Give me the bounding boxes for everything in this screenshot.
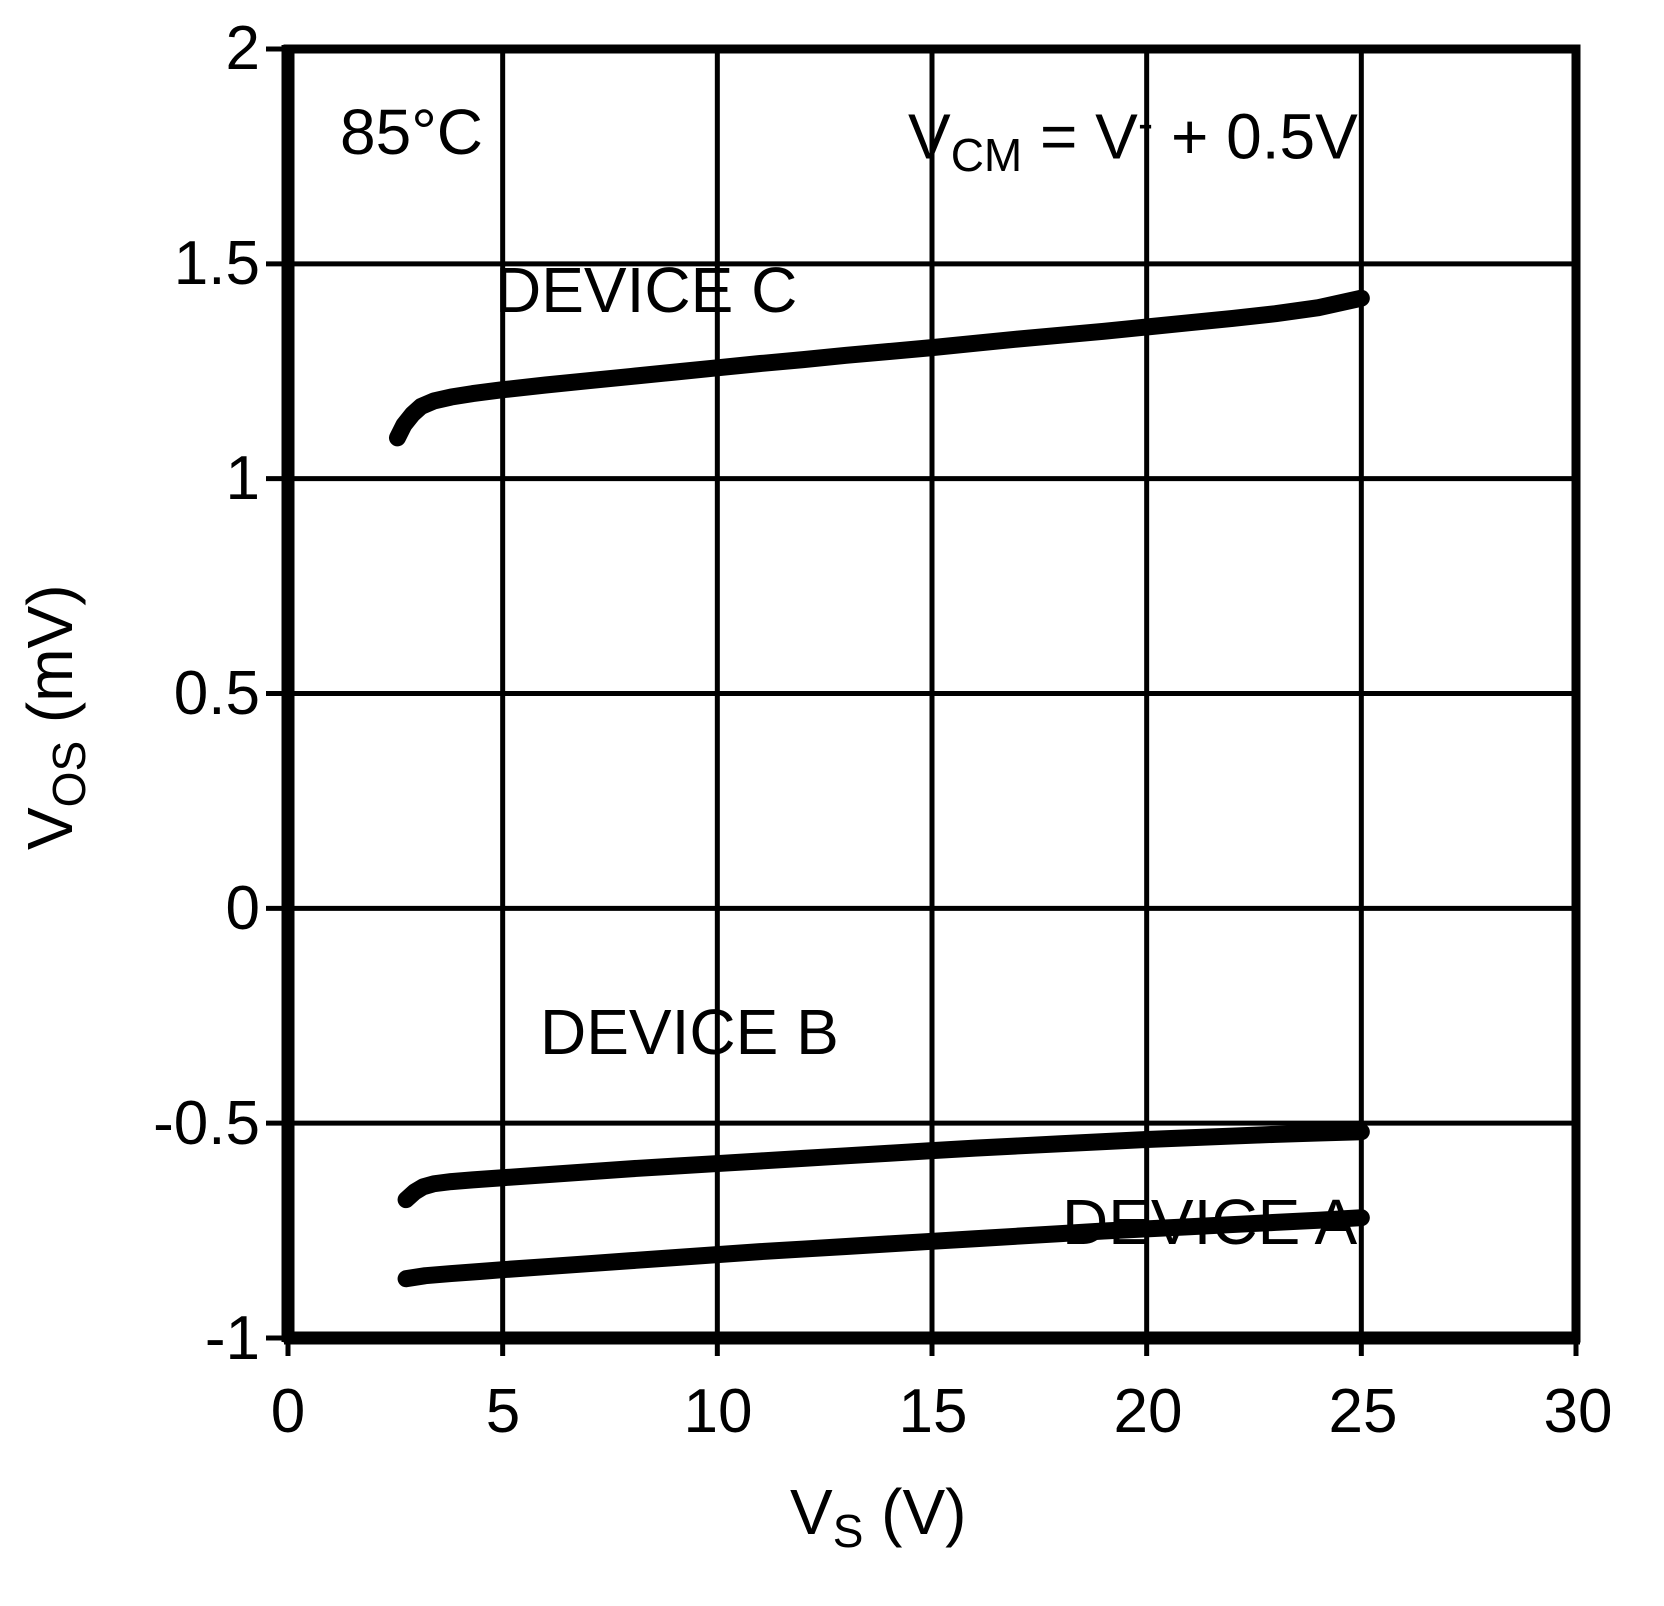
x-tick-label: 20 bbox=[1113, 1377, 1183, 1446]
x-tick-label: 15 bbox=[898, 1377, 968, 1446]
y-axis-title: VOS (mV) bbox=[14, 584, 95, 850]
y-axis-title-main: V bbox=[14, 807, 86, 850]
x-tick-label: 30 bbox=[1543, 1377, 1613, 1446]
y-tick-label: 1.5 bbox=[173, 229, 260, 298]
x-axis-title: VS (V) bbox=[790, 1480, 966, 1554]
series-label-device-c: DEVICE C bbox=[495, 254, 798, 326]
y-tick-label: 2 bbox=[225, 14, 260, 83]
data-line-device-a bbox=[397, 1209, 1370, 1288]
plot-frame bbox=[281, 44, 1581, 1345]
x-axis-title-subscript: S bbox=[832, 1504, 864, 1557]
x-axis-title-main: V bbox=[790, 1476, 833, 1548]
cond-superscript-minus: - bbox=[1137, 97, 1154, 149]
y-tick-label: 0.5 bbox=[173, 659, 260, 728]
temperature-annotation: 85°C bbox=[340, 96, 483, 168]
x-axis-title-unit: (V) bbox=[863, 1476, 967, 1548]
y-tick-label: -1 bbox=[204, 1304, 260, 1373]
y-tick-label: 1 bbox=[225, 444, 260, 513]
data-line-device-c bbox=[388, 289, 1370, 447]
y-axis-title-subscript: OS bbox=[42, 740, 95, 808]
series-label-device-b: DEVICE B bbox=[540, 996, 839, 1068]
y-tick-label: 0 bbox=[225, 874, 260, 943]
series-label-device-a: DEVICE A bbox=[1062, 1186, 1358, 1258]
data-line-device-b bbox=[397, 1123, 1370, 1209]
cond-equals: = V bbox=[1022, 100, 1138, 173]
cond-subscript: CM bbox=[950, 129, 1023, 182]
x-tick-label: 5 bbox=[485, 1377, 521, 1446]
x-tick-label: 0 bbox=[270, 1377, 306, 1446]
y-axis-title-unit: (mV) bbox=[14, 584, 86, 741]
y-tick-label: -0.5 bbox=[153, 1089, 260, 1158]
data-series-group bbox=[388, 289, 1370, 1288]
cond-tail: + 0.5V bbox=[1153, 100, 1358, 173]
x-tick-label: 25 bbox=[1328, 1377, 1398, 1446]
common-mode-condition-annotation: VCM = V- + 0.5V bbox=[908, 100, 1358, 178]
x-tick-label: 10 bbox=[683, 1377, 753, 1446]
gridlines bbox=[288, 49, 1576, 1338]
cond-v: V bbox=[908, 100, 951, 173]
